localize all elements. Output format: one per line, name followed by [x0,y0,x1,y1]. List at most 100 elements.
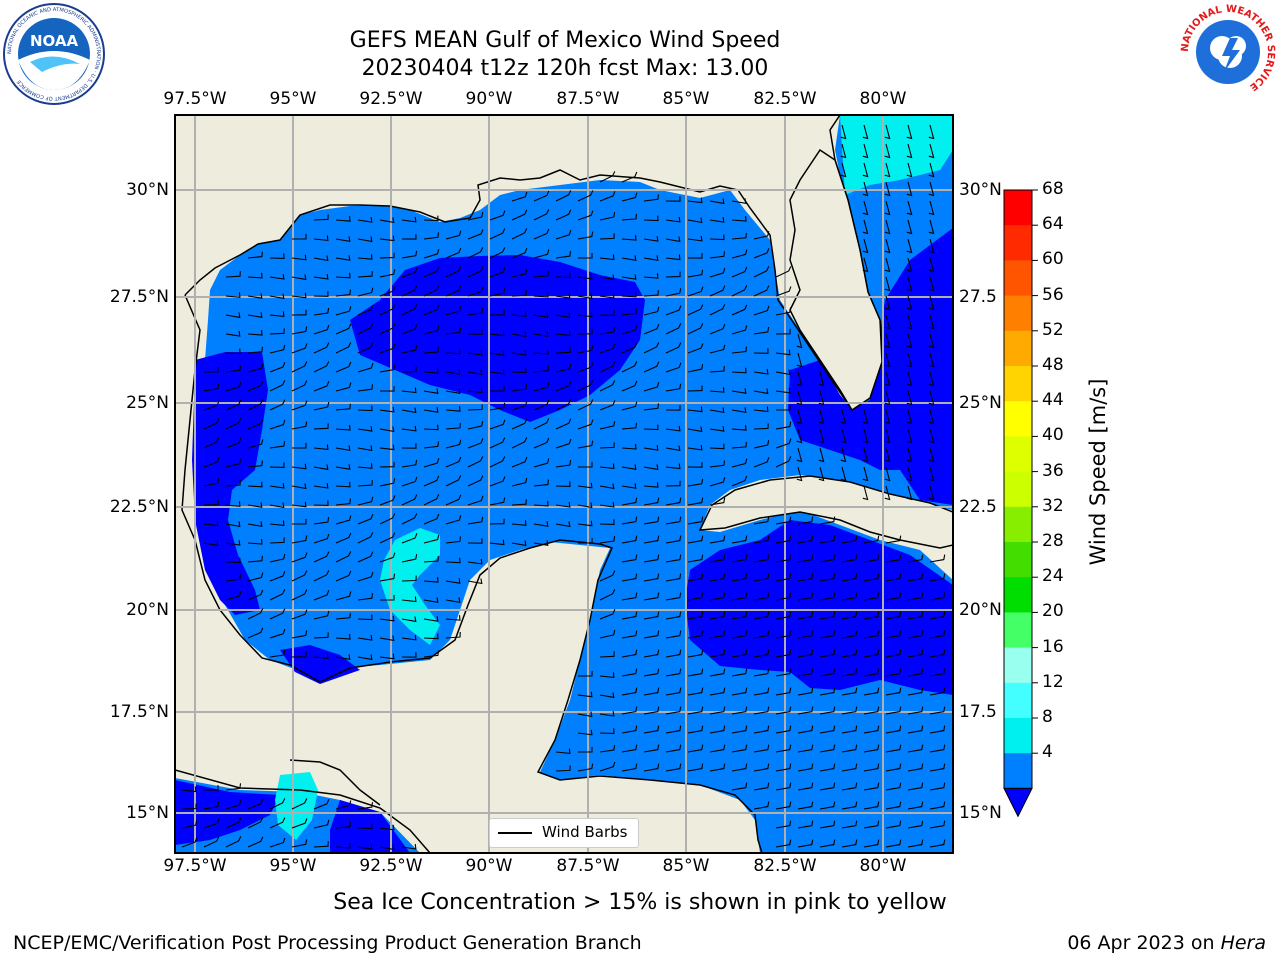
wind-barb [665,497,682,506]
wind-barb [269,553,286,563]
wind-barb [269,380,286,392]
lon-label-top: 95°W [269,89,317,109]
wind-barb [269,253,285,259]
wind-barb [929,611,946,620]
wind-barb [907,611,924,620]
wind-barb [907,668,924,677]
wind-barb [709,198,725,205]
wind-barb [731,458,748,468]
wind-barb [379,286,396,297]
wind-barb [511,540,527,547]
wind-barb [555,765,571,772]
wind-barb [225,399,242,411]
coastline-central-america [289,759,381,806]
wind-barb [599,191,616,202]
colorbar-segment [1004,647,1032,684]
wind-barb [862,162,869,178]
wind-barb [247,399,264,411]
wind-barb [445,439,462,449]
wind-barb [599,629,616,639]
wind-barb [379,304,396,316]
wind-barb [555,502,571,508]
wind-barb [709,744,726,753]
wind-barb [819,592,836,601]
wind-barb [313,307,330,316]
wind-barb [247,460,263,468]
wind-barb [203,836,220,848]
chart-title-line1: GEFS MEAN Gulf of Mexico Wind Speed [349,28,781,53]
colorbar-segment [1004,260,1032,297]
wind-barb [445,494,462,506]
wind-barb [401,267,418,278]
wind-barb [357,287,374,297]
wind-barb [269,537,285,544]
wind-barb [731,649,748,658]
wind-barb [731,388,747,394]
wind-barb [291,292,307,299]
wind-barb [643,361,660,373]
wind-barb [929,782,946,791]
wind-barb [511,367,527,374]
lon-label-bottom: 82.5°W [753,856,817,876]
wind-barb [401,304,418,316]
wind-barb [247,502,263,508]
wind-barb [577,746,593,753]
wind-barb [467,456,484,468]
wind-barb [291,309,307,316]
wind-barb [599,761,616,772]
wind-barb [313,841,329,848]
wind-barb [797,573,814,582]
wind-barb [929,687,946,696]
wind-barb [577,537,593,544]
wind-barb [687,554,704,563]
wind-barb [533,437,550,449]
wind-barb [621,342,638,354]
wind-barb [929,744,946,753]
wind-barb [423,534,440,544]
wind-barb [599,651,615,658]
calm-wind-bay-of-campeche [280,645,360,684]
wind-barb [906,257,913,273]
wind-barb [862,200,869,216]
wind-barb [313,401,330,411]
wind-barb [511,228,528,240]
wind-barb [687,725,704,734]
lon-label-bottom: 95°W [269,856,317,876]
wind-barb [291,326,308,335]
wind-barb [269,293,285,300]
colorbar-segment [1004,577,1032,613]
wind-barb [335,551,352,563]
wind-barb [687,649,704,658]
colorbar-segment [1004,295,1032,332]
wind-barb [313,483,329,489]
wind-barb [269,399,286,411]
wind-barb [753,668,770,677]
wind-barb [335,403,351,411]
wind-barb [269,798,286,810]
wind-barb [797,516,814,525]
wind-barb [731,706,748,715]
wind-barb [929,592,946,601]
wind-barb [401,425,417,432]
wind-barb [885,592,902,601]
wind-barb [907,592,924,601]
wind-barb [445,631,461,639]
wind-barb [291,483,307,490]
wind-barb [840,162,847,178]
wind-barb [906,276,913,292]
wind-barb [709,687,726,696]
wind-barb [862,143,869,159]
wind-barb [599,343,616,354]
wind-barb [885,630,902,639]
wind-barb [423,633,439,640]
wind-barb [643,763,660,772]
wind-barb [841,706,858,715]
wind-barb [687,462,703,468]
colorbar-segment [1004,542,1032,578]
wind-barb [467,475,484,487]
wind-barb [577,362,594,373]
wind-barb [863,649,880,658]
wind-barb [357,802,374,810]
wind-barb [643,497,660,506]
wind-barb [796,466,803,482]
